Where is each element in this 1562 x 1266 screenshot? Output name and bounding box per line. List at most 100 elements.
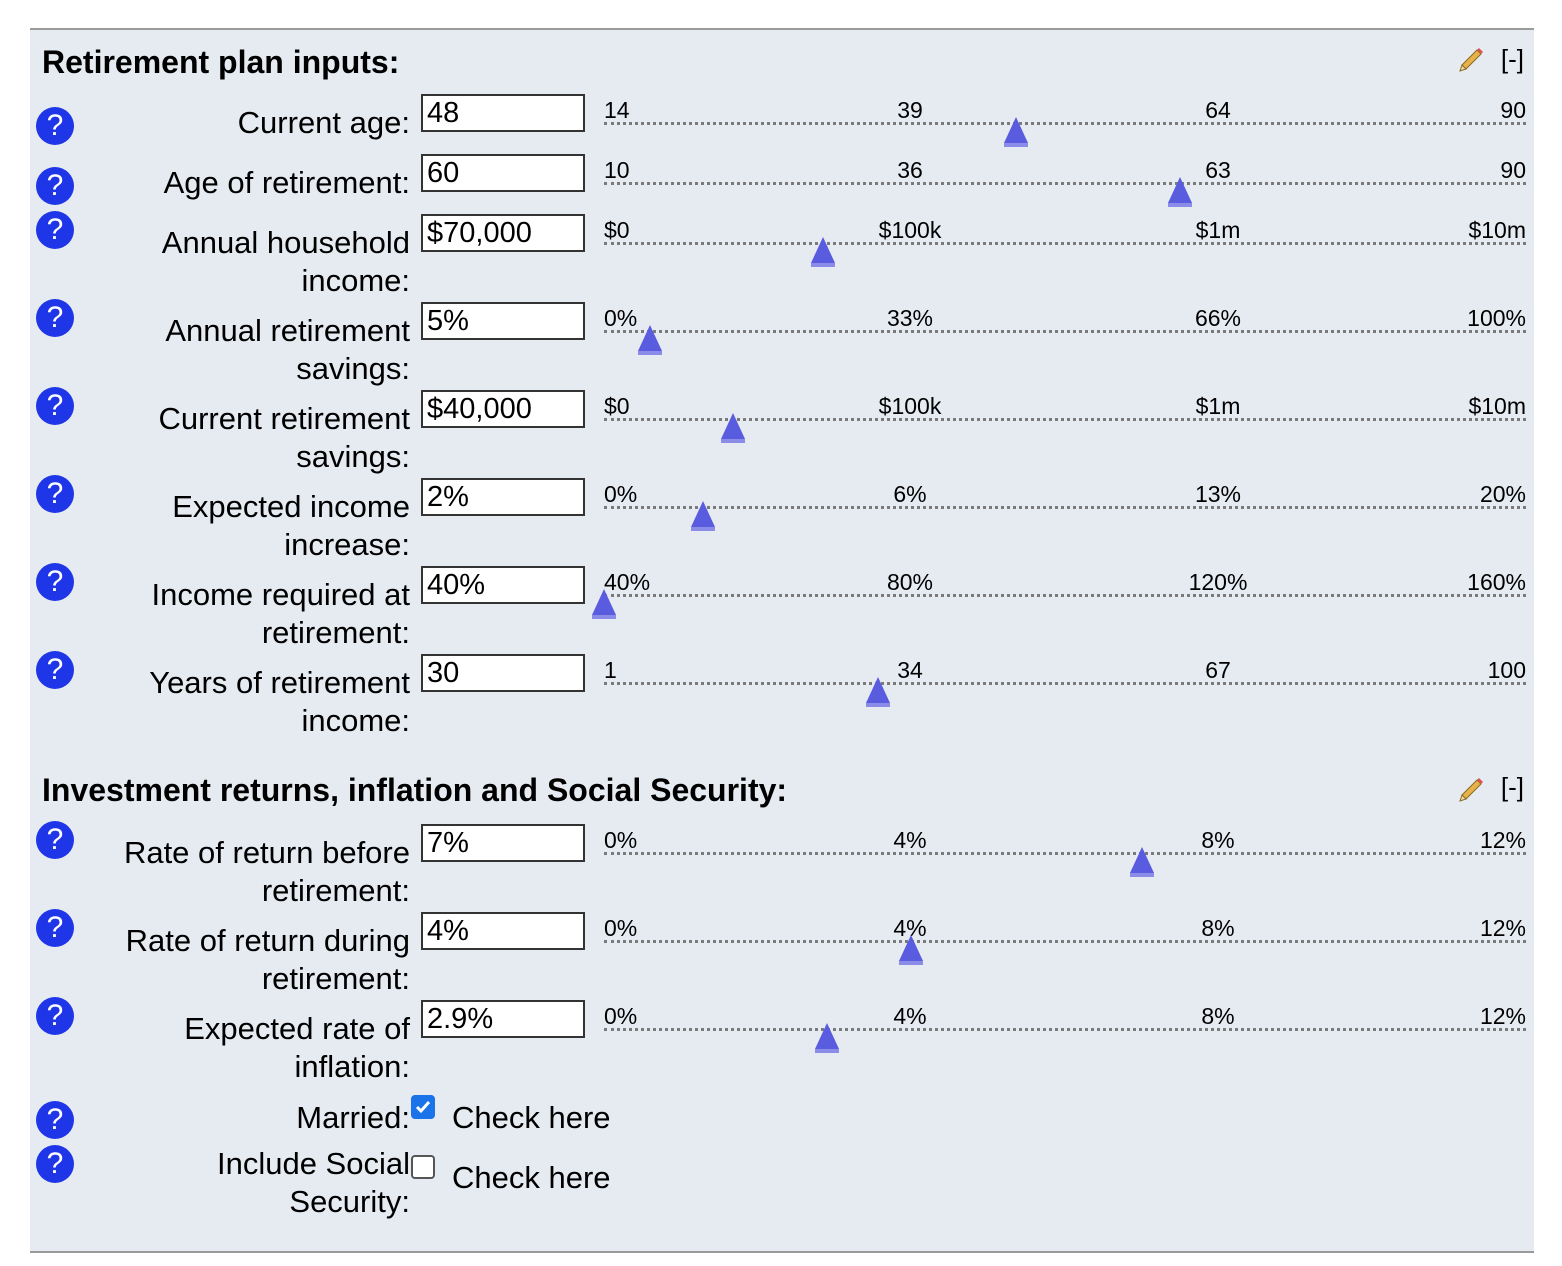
slider-tick-label: $100k — [878, 393, 942, 419]
income-required-at-retirement-input[interactable]: 40% — [421, 566, 585, 604]
annual-household-income-slider-track[interactable] — [604, 242, 1526, 245]
slider-tick-label: 4% — [893, 1003, 927, 1029]
slider-tick-label: 20% — [1479, 481, 1526, 507]
expected-rate-of-inflation-slider-track[interactable] — [604, 1028, 1526, 1031]
slider-tick-label: 0% — [604, 481, 638, 507]
current-age-slider-track[interactable] — [604, 122, 1526, 125]
pencil-icon[interactable] — [1456, 44, 1486, 74]
slider-tick-label: 14 — [604, 97, 630, 123]
slider-tick-label: 90 — [1500, 157, 1526, 183]
rate-of-return-during-retirement-slider-track[interactable] — [604, 940, 1526, 943]
pencil-icon[interactable] — [1456, 774, 1486, 804]
rate-of-return-before-retirement-label: Rate of return before retirement: — [123, 835, 410, 908]
slider-tick-label: 63 — [1205, 157, 1231, 183]
slider-tick-label: 12% — [1479, 915, 1526, 941]
years-of-retirement-income-slider-thumb[interactable] — [865, 677, 890, 707]
income-required-at-retirement-slider-thumb[interactable] — [592, 589, 616, 619]
current-retirement-savings-slider-thumb[interactable] — [721, 413, 746, 443]
help-icon[interactable]: ? — [36, 475, 74, 513]
expected-income-increase-input[interactable]: 2% — [421, 478, 585, 516]
slider-tick-label: $1m — [1195, 393, 1241, 419]
annual-retirement-savings-input[interactable]: 5% — [421, 302, 585, 340]
slider-tick-label: 13% — [1194, 481, 1242, 507]
slider-tick-label: 12% — [1479, 827, 1526, 853]
help-icon[interactable]: ? — [36, 1145, 74, 1183]
help-icon[interactable]: ? — [36, 299, 74, 337]
rate-of-return-during-retirement-slider-thumb[interactable] — [899, 935, 924, 965]
annual-household-income-slider-thumb[interactable] — [810, 237, 835, 267]
help-icon[interactable]: ? — [36, 821, 74, 859]
slider-tick-label: 34 — [897, 657, 923, 683]
current-age-input[interactable]: 48 — [421, 94, 585, 132]
years-of-retirement-income-label: Years of retirement income: — [149, 665, 410, 738]
help-icon[interactable]: ? — [36, 167, 74, 205]
slider-tick-label: 120% — [1188, 569, 1248, 595]
investment-returns-panel: Investment returns, inflation and Social… — [30, 760, 1534, 1253]
annual-household-income-input[interactable]: $70,000 — [421, 214, 585, 252]
rate-of-return-during-retirement-label: Rate of return during retirement: — [125, 923, 410, 996]
help-icon[interactable]: ? — [36, 211, 74, 249]
rate-of-return-before-retirement-slider-track[interactable] — [604, 852, 1526, 855]
current-retirement-savings-input[interactable]: $40,000 — [421, 390, 585, 428]
expected-income-increase-slider-track[interactable] — [604, 506, 1526, 509]
slider-tick-label: 36 — [897, 157, 923, 183]
include-social-security-checkbox[interactable] — [411, 1155, 435, 1179]
help-icon[interactable]: ? — [36, 651, 74, 689]
include-social-security-check-text[interactable]: Check here — [452, 1160, 611, 1195]
retirement-plan-inputs-panel: Retirement plan inputs: [-] — [30, 28, 1534, 762]
rate-of-return-before-retirement-input[interactable]: 7% — [421, 824, 585, 862]
include-social-security-label: Include Social Security: — [216, 1146, 410, 1219]
age-of-retirement-slider-thumb[interactable] — [1168, 177, 1193, 207]
slider-tick-label: 0% — [604, 305, 638, 331]
section-title: Investment returns, inflation and Social… — [42, 772, 788, 808]
slider-tick-label: 100 — [1487, 657, 1526, 683]
current-retirement-savings-slider-track[interactable] — [604, 418, 1526, 421]
expected-income-increase-label: Expected income increase: — [172, 489, 410, 562]
slider-tick-label: 8% — [1201, 915, 1235, 941]
help-icon[interactable]: ? — [36, 997, 74, 1035]
years-of-retirement-income-input[interactable]: 30 — [421, 654, 585, 692]
slider-tick-label: $10m — [1468, 217, 1526, 243]
section-title: Retirement plan inputs: — [42, 44, 400, 80]
expected-rate-of-inflation-label: Expected rate of inflation: — [184, 1011, 410, 1084]
slider-tick-label: 6% — [893, 481, 927, 507]
slider-tick-label: 64 — [1205, 97, 1231, 123]
slider-tick-label: 0% — [604, 915, 638, 941]
slider-tick-label: 8% — [1201, 1003, 1235, 1029]
rate-of-return-during-retirement-input[interactable]: 4% — [421, 912, 585, 950]
age-of-retirement-slider-track[interactable] — [604, 182, 1526, 185]
slider-tick-label: $0 — [604, 217, 630, 243]
current-age-slider-thumb[interactable] — [1004, 117, 1029, 147]
collapse-toggle[interactable]: [-] — [1500, 772, 1524, 802]
expected-rate-of-inflation-slider-thumb[interactable] — [815, 1023, 840, 1053]
expected-income-increase-slider-thumb[interactable] — [690, 501, 715, 531]
annual-retirement-savings-label: Annual retirement savings: — [165, 313, 410, 386]
married-check-text[interactable]: Check here — [452, 1100, 611, 1135]
collapse-toggle[interactable]: [-] — [1500, 44, 1524, 74]
slider-tick-label: $10m — [1468, 393, 1526, 419]
checkmark-icon — [415, 1101, 431, 1114]
income-required-at-retirement-slider-track[interactable] — [604, 594, 1526, 597]
annual-retirement-savings-slider-track[interactable] — [604, 330, 1526, 333]
slider-tick-label: 0% — [604, 1003, 638, 1029]
income-required-at-retirement-label: Income required at retirement: — [151, 577, 410, 650]
married-checkbox[interactable] — [411, 1095, 435, 1119]
age-of-retirement-input[interactable]: 60 — [421, 154, 585, 192]
current-age-label: Current age: — [237, 105, 410, 140]
years-of-retirement-income-slider-track[interactable] — [604, 682, 1526, 685]
help-icon[interactable]: ? — [36, 107, 74, 145]
slider-tick-label: 80% — [886, 569, 934, 595]
help-icon[interactable]: ? — [36, 387, 74, 425]
slider-tick-label: 4% — [893, 827, 927, 853]
slider-tick-label: 33% — [886, 305, 934, 331]
annual-retirement-savings-slider-thumb[interactable] — [638, 325, 663, 355]
help-icon[interactable]: ? — [36, 909, 74, 947]
slider-tick-label: 1 — [604, 657, 617, 683]
rate-of-return-before-retirement-slider-thumb[interactable] — [1129, 847, 1154, 877]
expected-rate-of-inflation-input[interactable]: 2.9% — [421, 1000, 585, 1038]
slider-tick-label: 12% — [1479, 1003, 1526, 1029]
help-icon[interactable]: ? — [36, 563, 74, 601]
slider-tick-label: 66% — [1194, 305, 1242, 331]
slider-tick-label: 0% — [604, 827, 638, 853]
help-icon[interactable]: ? — [36, 1101, 74, 1139]
